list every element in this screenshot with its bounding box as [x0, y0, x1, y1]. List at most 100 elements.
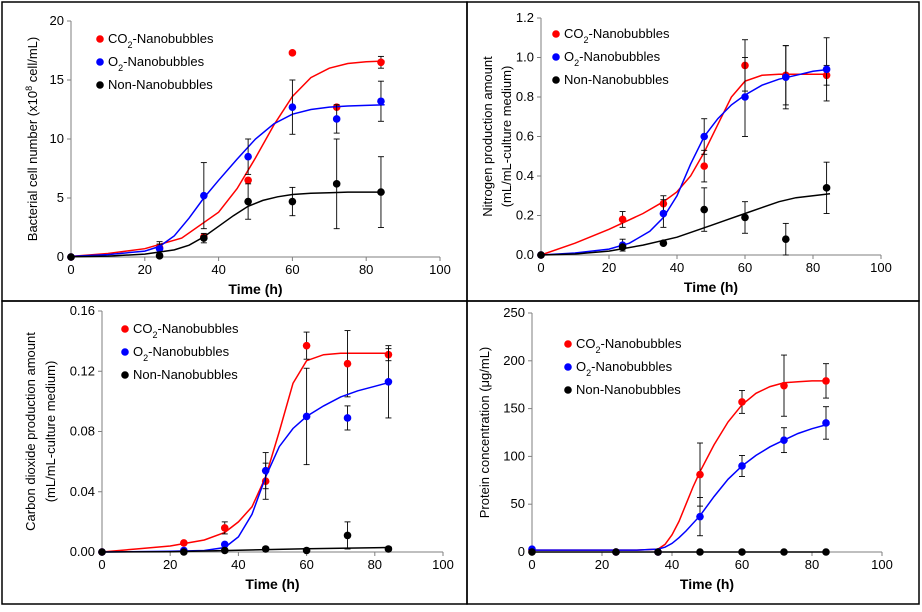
- y-axis-title-line-2: (mL/mL-culture medium): [43, 361, 58, 503]
- data-point: [384, 545, 393, 553]
- legend-label-part: 2: [118, 63, 123, 73]
- x-tick-label: 80: [805, 557, 819, 572]
- data-point: [384, 377, 393, 386]
- data-point: [537, 251, 545, 259]
- legend-label-part: 2: [596, 345, 601, 355]
- y-tick-label: 0.04: [70, 484, 95, 499]
- x-tick-label: 80: [368, 557, 382, 572]
- fit-curve: [101, 381, 392, 553]
- legend-marker: [96, 81, 104, 89]
- y-axis-title-part: 8: [24, 86, 34, 91]
- x-tick-label: 80: [806, 260, 820, 275]
- x-tick-label: 0: [67, 262, 74, 277]
- legend-label-part: -Nanobubbles: [579, 49, 660, 64]
- y-tick-label: 0.6: [516, 129, 534, 144]
- y-tick-label: 5: [57, 190, 64, 205]
- data-point: [654, 548, 662, 556]
- data-point: [700, 205, 708, 214]
- data-point: [288, 103, 297, 111]
- legend-label-part: 2: [586, 368, 591, 378]
- series-3: [537, 161, 831, 259]
- data-point: [696, 470, 704, 479]
- data-point: [741, 93, 749, 101]
- x-tick-label: 20: [602, 260, 616, 275]
- data-point: [738, 398, 746, 406]
- data-point: [98, 548, 106, 556]
- data-point: [618, 215, 627, 224]
- data-point: [700, 162, 708, 170]
- data-point: [200, 234, 208, 242]
- data-point: [343, 359, 352, 368]
- x-tick-label: 40: [211, 262, 225, 277]
- legend-marker: [552, 53, 560, 61]
- fit-curve: [532, 380, 830, 551]
- legend-label: Non-Nanobubbles: [133, 367, 238, 382]
- chart-panel-2: 0 20 40 60 80 100 0.0 0.2 0.4 0.6 0.8 1.0 1.2 Time (h…: [480, 10, 892, 295]
- fit-curve: [540, 193, 831, 256]
- data-point: [180, 548, 188, 556]
- data-point: [377, 58, 385, 67]
- legend-label: CO2-Nanobubbles: [133, 321, 239, 340]
- x-tick-label: 20: [163, 557, 177, 572]
- data-point: [696, 548, 704, 556]
- y-tick-label: 150: [503, 401, 525, 416]
- x-tick-label: 0: [537, 260, 544, 275]
- x-tick-label: 20: [595, 557, 609, 572]
- data-point: [220, 546, 229, 555]
- legend-marker: [121, 371, 129, 379]
- data-point: [302, 341, 311, 350]
- legend-label-part: O: [576, 359, 586, 374]
- panel-frame-top-right: [466, 1, 920, 302]
- y-axis-title-part: Carbon dioxide production amount: [23, 332, 38, 531]
- data-point: [288, 197, 297, 206]
- x-tick-label: 20: [138, 262, 152, 277]
- legend-label: O2-Nanobubbles: [564, 49, 661, 68]
- data-point: [738, 548, 746, 556]
- fit-curve: [101, 546, 392, 553]
- data-point: [332, 180, 341, 188]
- y-axis-title: Carbon dioxide production amount: [23, 332, 38, 531]
- x-tick-label: 100: [871, 557, 893, 572]
- data-point: [302, 546, 311, 555]
- chart-panel-3: 0 20 40 60 80 100 0.00 0.04 0.08 0.12 0.16 Time (h)…: [23, 303, 454, 592]
- legend-label-part: 2: [584, 35, 589, 45]
- y-axis-title-part: Bacterial cell number (x10: [25, 91, 40, 241]
- data-point: [244, 197, 252, 206]
- y-tick-label: 250: [503, 305, 525, 320]
- data-point: [780, 436, 788, 444]
- legend-label-part: Non-Nanobubbles: [108, 77, 213, 92]
- y-tick-label: 0.08: [70, 424, 95, 439]
- y-axis-title-part: Nitrogen production amount: [480, 56, 495, 217]
- legend-marker: [121, 325, 129, 333]
- legend-label-part: O: [133, 344, 143, 359]
- legend-label-part: CO: [108, 31, 128, 46]
- x-tick-label: 40: [670, 260, 684, 275]
- data-point: [155, 244, 164, 253]
- legend-label-part: 2: [574, 58, 579, 68]
- legend-label-part: -Nanobubbles: [148, 344, 229, 359]
- legend-label-part: O: [108, 54, 118, 69]
- series-2: [528, 406, 830, 556]
- data-point: [220, 540, 229, 549]
- data-point: [612, 548, 620, 556]
- y-tick-label: 0.0: [516, 247, 534, 262]
- data-point: [618, 243, 627, 251]
- data-point: [244, 152, 252, 161]
- data-point: [200, 191, 208, 200]
- legend-label: CO2-Nanobubbles: [564, 26, 670, 45]
- data-point: [659, 209, 668, 218]
- data-point: [332, 115, 341, 123]
- legend-label-part: -Nanobubbles: [123, 54, 204, 69]
- y-axis-title: Nitrogen production amount: [480, 56, 495, 217]
- legend-label-part: -Nanobubbles: [158, 321, 239, 336]
- data-point: [822, 65, 831, 74]
- legend-label: Non-Nanobubbles: [576, 382, 681, 397]
- series-3: [528, 548, 830, 556]
- data-point: [302, 412, 311, 421]
- x-tick-label: 100: [870, 260, 892, 275]
- x-axis-title: Time (h): [680, 576, 734, 592]
- y-axis-title-part: cell/mL): [25, 37, 40, 86]
- legend-marker: [564, 340, 572, 348]
